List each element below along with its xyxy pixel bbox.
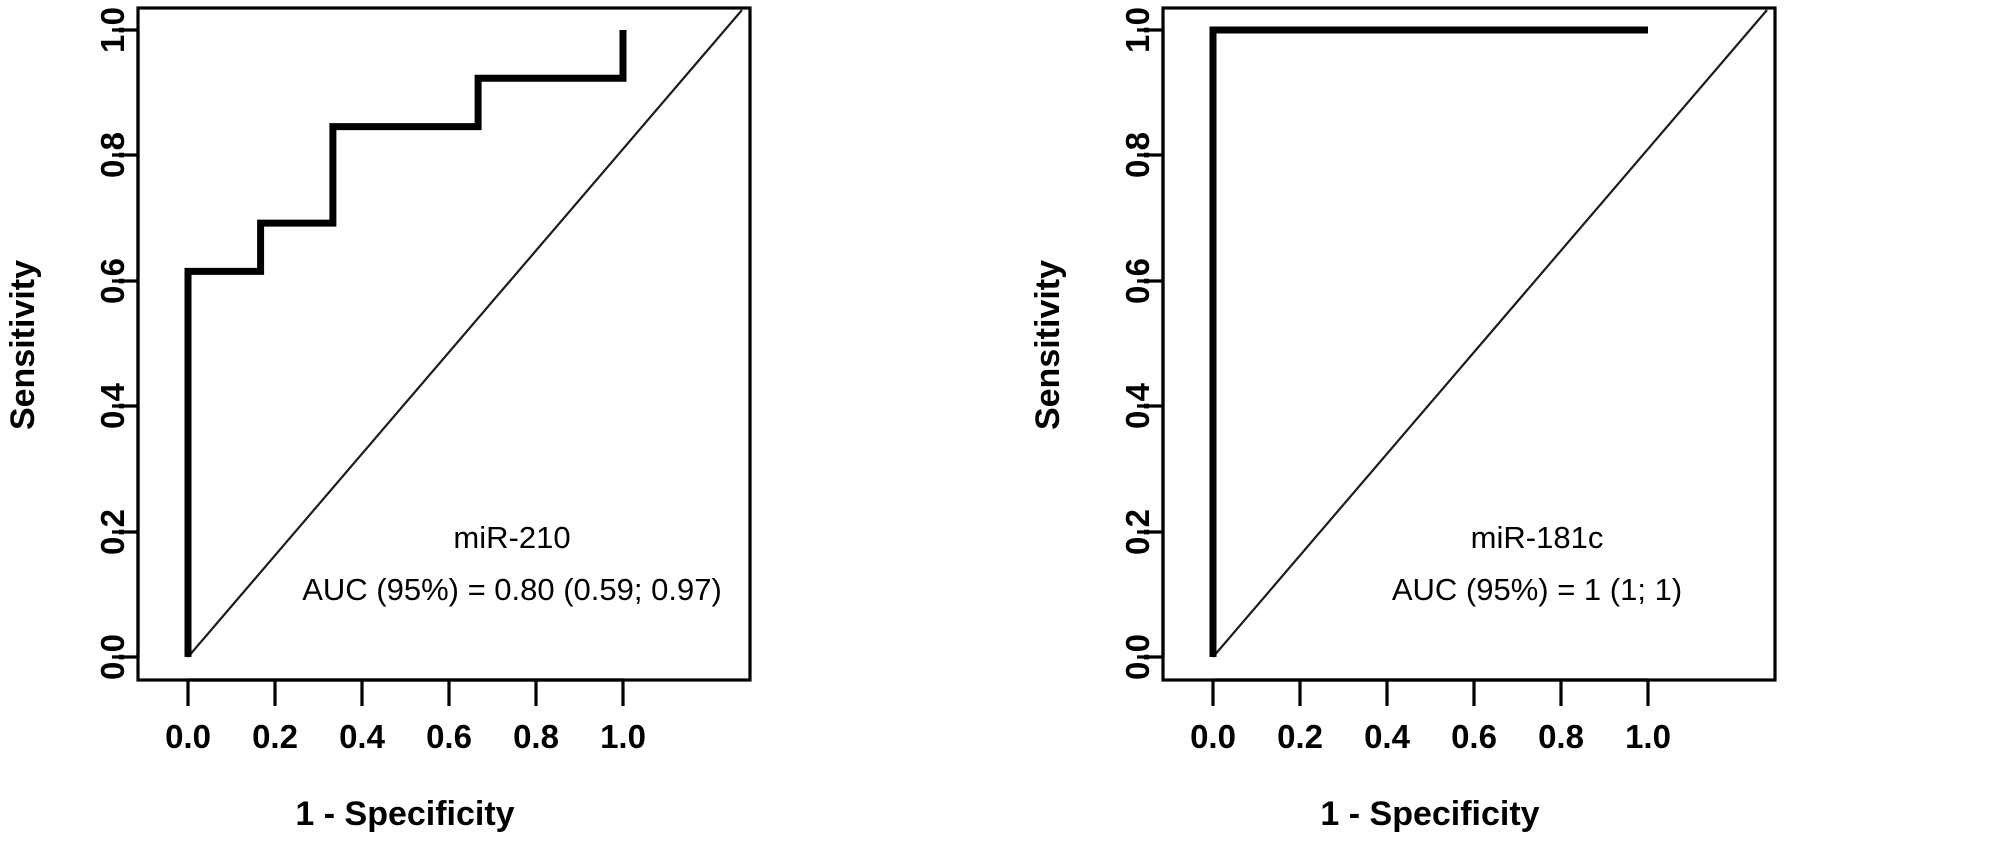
chance-diagonal xyxy=(187,9,743,658)
auc-label: AUC (95%) = 1 (1; 1) xyxy=(1392,572,1682,607)
y-tick-label-3: 0.6 xyxy=(1119,258,1156,304)
x-tick-label-2: 0.4 xyxy=(1364,718,1411,755)
y-tick-label-5: 1.0 xyxy=(1119,7,1156,53)
roc-panel-mir181c: 1.0 0.8 0.6 0.4 0.2 0.0 0.0 0.2 0.4 0.6 … xyxy=(1000,0,2000,863)
x-tick-label-0: 0.0 xyxy=(1190,718,1236,755)
y-axis-left xyxy=(112,28,140,659)
y-tick-label-1: 0.2 xyxy=(1119,509,1156,555)
y-tick-label-4: 0.8 xyxy=(1119,132,1156,178)
x-tick-label-1: 0.2 xyxy=(252,718,298,755)
y-tick-label-3: 0.6 xyxy=(94,258,131,304)
x-tick-label-1: 0.2 xyxy=(1277,718,1323,755)
x-axis-right xyxy=(1211,678,1650,706)
y-tick-label-4: 0.8 xyxy=(94,132,131,178)
y-tick-label-0: 0.0 xyxy=(94,634,131,680)
x-tick-label-4: 0.8 xyxy=(513,718,559,755)
roc-curve-mir181c xyxy=(1209,26,1648,657)
x-tick-label-3: 0.6 xyxy=(426,718,472,755)
roc-panel-mir210: 1.0 0.8 0.6 0.4 0.2 0.0 0.0 0.2 0.4 0.6 … xyxy=(4,6,752,833)
x-tick-label-5: 1.0 xyxy=(600,718,646,755)
x-axis-title: 1 - Specificity xyxy=(1320,795,1539,833)
y-axis-title: Sensitivity xyxy=(1029,260,1067,430)
y-tick-label-2: 0.4 xyxy=(94,382,131,429)
roc-plot-svg-left: 1.0 0.8 0.6 0.4 0.2 0.0 0.0 0.2 0.4 0.6 … xyxy=(4,6,752,833)
auc-label: AUC (95%) = 0.80 (0.59; 0.97) xyxy=(302,572,722,607)
y-tick-label-1: 0.2 xyxy=(94,509,131,555)
y-tick-label-0: 0.0 xyxy=(1119,634,1156,680)
roc-plot-svg-right: 1.0 0.8 0.6 0.4 0.2 0.0 0.0 0.2 0.4 0.6 … xyxy=(1029,6,1777,833)
x-tick-label-4: 0.8 xyxy=(1538,718,1584,755)
y-axis-title: Sensitivity xyxy=(4,260,42,430)
y-axis-right xyxy=(1137,28,1165,659)
marker-label: miR-181c xyxy=(1471,520,1604,555)
x-tick-label-3: 0.6 xyxy=(1451,718,1497,755)
x-axis-title: 1 - Specificity xyxy=(295,795,514,833)
x-axis-left xyxy=(186,678,625,706)
y-tick-label-5: 1.0 xyxy=(94,7,131,53)
x-tick-label-5: 1.0 xyxy=(1625,718,1671,755)
y-tick-label-2: 0.4 xyxy=(1119,382,1156,429)
chance-diagonal xyxy=(1212,9,1768,658)
x-tick-label-2: 0.4 xyxy=(339,718,386,755)
x-tick-label-0: 0.0 xyxy=(165,718,211,755)
marker-label: miR-210 xyxy=(453,520,570,555)
roc-curve-mir210-steps xyxy=(184,30,627,657)
